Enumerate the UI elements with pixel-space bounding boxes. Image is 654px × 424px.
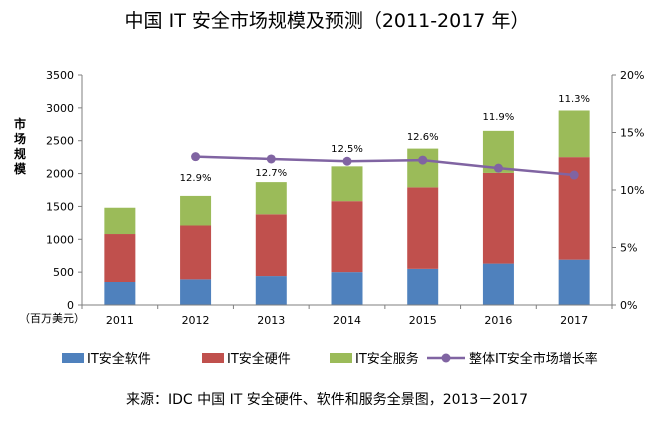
growth-rate-point xyxy=(493,163,503,173)
chart-title: 中国 IT 安全市场规模及预测（2011-2017 年） xyxy=(125,10,530,32)
legend-swatch xyxy=(330,353,352,363)
growth-rate-point xyxy=(266,154,276,164)
y-tick-label: 3000 xyxy=(46,102,74,115)
bar-segment xyxy=(482,263,514,305)
y-axis-unit: （百万美元） xyxy=(19,312,85,325)
bar-segment xyxy=(558,259,590,305)
growth-rate-label: 12.5% xyxy=(331,144,363,155)
x-tick-label: 2017 xyxy=(560,314,588,327)
bar-segment xyxy=(407,187,439,269)
x-tick-label: 2015 xyxy=(409,314,437,327)
axes-layer: 0 500 1000 1500 2000 2500 3000 3500 0% 5% 10% 15% 20… xyxy=(46,69,644,327)
x-tick-label: 2016 xyxy=(484,314,512,327)
y-axis-label-char: 市 xyxy=(14,116,26,131)
y-tick-label: 500 xyxy=(53,266,74,279)
y-tick-label: 2500 xyxy=(46,135,74,148)
bar-segment xyxy=(331,201,363,273)
x-tick-label: 2012 xyxy=(182,314,210,327)
bar-segment xyxy=(180,225,212,280)
legend-swatch xyxy=(62,353,84,363)
growth-rate-label: 11.9% xyxy=(483,112,515,123)
bar-segment xyxy=(180,195,212,226)
bar-segment xyxy=(255,182,287,215)
y-axis-label: 市场规模 xyxy=(14,116,27,176)
growth-rate-line xyxy=(195,155,575,177)
bar-segment xyxy=(104,234,136,282)
y-axis-label-char: 模 xyxy=(14,161,27,176)
bar-segment xyxy=(331,272,363,305)
y-tick-label: 3500 xyxy=(46,69,74,82)
y2-tick-label: 20% xyxy=(620,69,644,82)
growth-rate-label: 12.9% xyxy=(180,173,212,184)
legend-label: IT安全软件 xyxy=(87,351,151,367)
x-tick-label: 2013 xyxy=(257,314,285,327)
growth-rate-point xyxy=(342,156,352,166)
bar-segment xyxy=(255,214,287,277)
legend-label: IT安全服务 xyxy=(355,351,419,367)
bar-segment xyxy=(104,207,136,235)
bar-segment xyxy=(104,282,136,305)
bar-segment xyxy=(482,172,514,264)
bar-segment xyxy=(180,279,212,305)
x-tick-label: 2011 xyxy=(106,314,134,327)
y-axis-label-char: 场 xyxy=(14,132,26,146)
y2-tick-label: 5% xyxy=(620,242,637,255)
bar-segment xyxy=(407,148,439,188)
growth-rate-label: 11.3% xyxy=(558,94,590,105)
growth-rate-point xyxy=(191,152,201,162)
y-tick-label: 2000 xyxy=(46,168,74,181)
growth-rate-point xyxy=(569,170,579,180)
bar-segment xyxy=(331,166,363,202)
legend-marker xyxy=(441,353,451,363)
growth-rate-label: 12.7% xyxy=(255,168,287,179)
legend-label: 整体IT安全市场增长率 xyxy=(469,351,598,367)
bars-layer xyxy=(104,110,590,305)
y-tick-label: 0 xyxy=(67,299,74,312)
bar-segment xyxy=(407,268,439,305)
y-tick-label: 1000 xyxy=(46,233,74,246)
growth-line-layer: 12.9% 12.7% 12.5% 12.6% 11.9% 11.3% xyxy=(180,94,590,184)
y-axis-label-char: 规 xyxy=(14,146,26,161)
legend-swatch xyxy=(202,353,224,363)
y2-tick-label: 15% xyxy=(620,127,644,140)
source-note: 来源：IDC 中国 IT 安全硬件、软件和服务全景图，2013－2017 xyxy=(126,391,528,408)
growth-rate-label: 12.6% xyxy=(407,132,439,143)
y-tick-label: 1500 xyxy=(46,200,74,213)
x-tick-label: 2014 xyxy=(333,314,361,327)
bar-segment xyxy=(558,110,590,158)
growth-rate-point xyxy=(418,155,428,165)
y2-tick-label: 0% xyxy=(620,299,637,312)
legend: IT安全软件 IT安全硬件 IT安全服务 整体IT安全市场增长率 xyxy=(62,351,598,367)
bar-segment xyxy=(255,276,287,305)
legend-label: IT安全硬件 xyxy=(227,351,291,367)
y2-tick-label: 10% xyxy=(620,184,644,197)
